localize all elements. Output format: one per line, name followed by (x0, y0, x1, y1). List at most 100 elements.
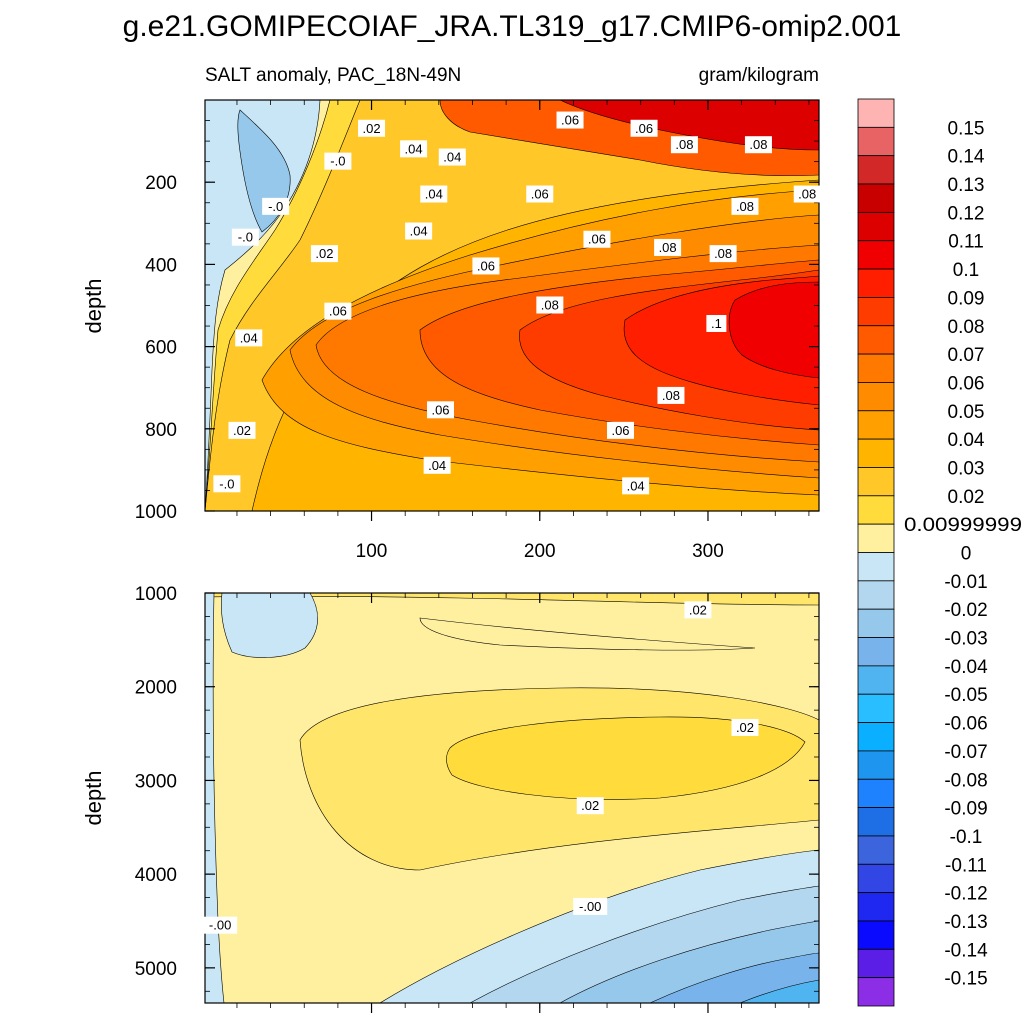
contour-label-box (427, 401, 455, 419)
y-tick-label: 5000 (135, 959, 177, 980)
colorbar-swatch (857, 977, 895, 1007)
contour-label: .02 (310, 245, 338, 263)
contour-label-text: .08 (736, 199, 754, 214)
lower-contour-labels: .02 .02 .02 -.00 -.00 (203, 601, 759, 934)
y-tick-label: 800 (145, 420, 177, 441)
contour-label-text: -.00 (209, 918, 231, 933)
contour-label: .08 (654, 238, 682, 256)
contour-label-box (423, 456, 451, 474)
upper-contour-labels: .02 .04 .04 -.0 .04 .06 .06 .06 .08 .08 -.0 .08 .08.… (213, 111, 821, 495)
contour-label: -.0 (262, 197, 290, 215)
colorbar-label: 0.07 (948, 345, 985, 366)
y-tick-label: 4000 (135, 865, 177, 886)
contour-label-box (536, 296, 564, 314)
contour-label-box (657, 386, 685, 404)
contour-label-box (472, 257, 500, 275)
contour-label-box (576, 797, 604, 815)
y-tick-label: 200 (145, 173, 177, 194)
colorbar-label: 0.11 (948, 232, 984, 253)
contour-label: .04 (400, 140, 428, 158)
contour-label-box (438, 148, 466, 166)
colorbar-swatch (857, 863, 895, 894)
contour-label: .02 (576, 797, 604, 815)
colorbar-label: -0.05 (944, 685, 987, 706)
contour-label-text: .04 (425, 187, 443, 202)
y-tick-label: 1000 (135, 584, 177, 605)
contour-label-box (607, 421, 635, 439)
colorbar-label: 0.06 (948, 373, 985, 394)
y-tick-label: 1000 (135, 502, 177, 523)
colorbar-label: -0.01 (944, 572, 987, 593)
contour-label-text: .06 (635, 121, 653, 136)
contour-label-text: -.0 (238, 230, 253, 245)
colorbar-swatch (857, 410, 895, 440)
colorbar-swatch (857, 155, 895, 185)
colorbar-label: -0.11 (945, 855, 987, 876)
contour-label-box (262, 197, 290, 215)
colorbar-swatch (857, 126, 895, 157)
colorbar-swatch (857, 523, 895, 553)
contour-label-text: .06 (431, 402, 449, 417)
chart-subtitle-left: SALT anomaly, PAC_18N-49N (205, 65, 461, 86)
upper-ylabel: depth (81, 278, 106, 333)
y-tick-label: 400 (145, 255, 177, 276)
chart-subtitle-right: gram/kilogram (699, 65, 819, 86)
contour-label: .08 (731, 197, 759, 215)
contour-label-text: .04 (410, 224, 428, 239)
contour-label-text: .02 (581, 798, 599, 813)
contour-label-box (744, 136, 772, 154)
contour-label-text: .02 (362, 121, 380, 136)
colorbar-swatch (857, 297, 895, 327)
contour-label-text: .02 (689, 602, 707, 617)
colorbar-swatch (857, 353, 895, 383)
contour-label: .06 (427, 401, 455, 419)
contour-label-box (400, 140, 428, 158)
lower-axes: 1000 2000 3000 4000 5000 (135, 584, 819, 1013)
lower-frame (204, 592, 820, 1004)
contour-label-text: .08 (714, 246, 732, 261)
colorbar-label: -0.04 (944, 657, 988, 678)
colorbar-swatch (857, 98, 895, 128)
colorbar-swatch (857, 552, 895, 582)
contour-label: .08 (657, 386, 685, 404)
contour-label-text: .04 (443, 150, 461, 165)
contour-label-box (706, 314, 727, 332)
contour-label-text: .02 (736, 720, 754, 735)
contour-label-text: .06 (611, 423, 629, 438)
colorbar-label: 0.02 (948, 487, 985, 508)
contour-label-text: -.00 (579, 899, 601, 914)
contour-label-box (405, 222, 433, 240)
colorbar-label: 0.13 (948, 175, 985, 196)
colorbar-swatch (857, 268, 895, 298)
colorbar-label: 0.1 (953, 260, 979, 281)
colorbar-label: 0 (961, 544, 972, 565)
contour-label: .02 (684, 601, 712, 619)
contour-label: .04 (423, 456, 451, 474)
colorbar-label: 0.09 (948, 288, 985, 309)
contour-label: -.00 (573, 897, 608, 915)
x-tick-label: 300 (692, 541, 724, 562)
contour-label-text: .06 (329, 304, 347, 319)
contour-label: .04 (405, 222, 433, 240)
contour-label: .04 (235, 329, 263, 347)
lower-negative-left-strip (205, 593, 225, 1003)
contour-label: .1 (706, 314, 727, 332)
contour-label-box (583, 230, 611, 248)
x-tick-label: 200 (524, 541, 556, 562)
colorbar-label: -0.15 (944, 969, 987, 990)
colorbar-swatch (857, 693, 895, 723)
contour-label: .04 (622, 477, 650, 495)
colorbar-swatch (857, 240, 895, 270)
colorbar-label: 0.15 (948, 118, 985, 139)
colorbar-swatch (857, 835, 895, 865)
contour-label: .04 (420, 185, 448, 203)
contour-label-text: .04 (405, 141, 423, 156)
colorbar-swatch (857, 382, 895, 412)
contour-label-text: .08 (659, 240, 677, 255)
x-tick-label: 100 (356, 541, 388, 562)
contour-label-box (709, 245, 737, 263)
contour-label-box (622, 477, 650, 495)
contour-label-box (420, 185, 448, 203)
